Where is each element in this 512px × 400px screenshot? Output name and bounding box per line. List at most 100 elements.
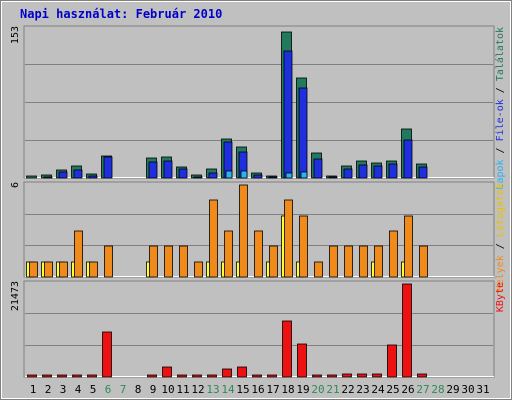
bar-files: [73, 169, 83, 179]
bar-visits: [209, 199, 218, 278]
bar-files: [283, 50, 293, 179]
bar-kbytes: [297, 343, 307, 378]
bar-kbytes: [207, 374, 217, 378]
bar-visits: [29, 261, 38, 278]
bar-visits: [344, 245, 353, 278]
x-tick-label: 12: [191, 383, 204, 396]
bar-pages: [240, 170, 248, 179]
bar-visits: [254, 230, 263, 278]
bar-visits: [104, 245, 113, 278]
bar-kbytes: [402, 283, 412, 378]
panel-visits-sites: 6 Helyek / Látogatók: [10, 181, 506, 291]
bar-hits: [26, 175, 37, 179]
right-series-label-segment: File-ok: [495, 99, 506, 141]
x-tick-label: 1: [30, 383, 37, 396]
bar-kbytes: [222, 368, 232, 378]
bar-files: [178, 168, 188, 179]
bar-files: [403, 139, 413, 179]
bar-kbytes: [417, 373, 427, 378]
bar-kbytes: [162, 366, 172, 378]
bar-visits: [419, 245, 428, 278]
bar-files: [373, 165, 383, 179]
bar-kbytes: [267, 374, 277, 378]
bar-kbytes: [342, 373, 352, 378]
right-series-label: Helyek / Látogatók: [494, 183, 506, 291]
x-tick-label: 23: [356, 383, 369, 396]
bar-visits: [404, 215, 413, 278]
x-tick-label: 21: [326, 383, 339, 396]
y-max-label: 21473: [10, 281, 21, 311]
bar-visits: [149, 245, 158, 278]
bar-kbytes: [192, 374, 202, 378]
right-series-label: Lapok / File-ok / Találatok: [494, 27, 506, 190]
right-series-label-segment: Találatok: [494, 27, 506, 81]
bar-files: [103, 156, 113, 179]
bar-files: [313, 158, 323, 179]
bar-visits: [284, 199, 293, 278]
x-tick-label: 9: [150, 383, 157, 396]
bar-visits: [179, 245, 188, 278]
bar-visits: [329, 245, 338, 278]
bar-kbytes: [102, 331, 112, 378]
bar-pages: [300, 171, 308, 179]
bar-files: [418, 166, 428, 179]
bar-files: [268, 176, 278, 179]
y-max-label: 153: [10, 26, 21, 44]
right-series-label-segment: /: [495, 237, 506, 255]
bar-visits: [374, 245, 383, 278]
x-tick-label: 5: [90, 383, 97, 396]
bar-kbytes: [372, 373, 382, 378]
right-series-label: KByte: [495, 282, 506, 312]
y-max-label: 6: [10, 182, 21, 188]
bar-visits: [74, 230, 83, 278]
bar-kbytes: [72, 374, 82, 378]
bar-visits: [239, 184, 248, 278]
chart-title: Napi használat: Február 2010: [20, 7, 222, 21]
bar-kbytes: [177, 374, 187, 378]
x-tick-label: 29: [446, 383, 459, 396]
x-tick-label: 4: [75, 383, 82, 396]
bar-visits: [194, 261, 203, 278]
x-tick-label: 7: [120, 383, 127, 396]
x-tick-label: 13: [206, 383, 219, 396]
bar-kbytes: [282, 320, 292, 378]
x-tick-label: 27: [416, 383, 429, 396]
bar-files: [193, 176, 203, 179]
bar-visits: [89, 261, 98, 278]
bar-kbytes: [252, 374, 262, 378]
bar-files: [343, 168, 353, 179]
bar-visits: [224, 230, 233, 278]
x-tick-label: 14: [221, 383, 235, 396]
x-tick-label: 6: [105, 383, 112, 396]
bar-files: [358, 164, 368, 179]
bar-kbytes: [327, 374, 337, 378]
x-tick-label: 2: [45, 383, 52, 396]
bar-visits: [164, 245, 173, 278]
right-series-label-segment: Helyek: [495, 255, 506, 291]
bar-kbytes: [387, 344, 397, 378]
x-tick-label: 31: [476, 383, 489, 396]
x-tick-label: 8: [135, 383, 142, 396]
x-tick-label: 19: [296, 383, 309, 396]
bar-visits: [389, 230, 398, 278]
plot-area: [23, 280, 495, 378]
bar-kbytes: [237, 366, 247, 378]
x-axis-day-labels: 1 2 3 4 5 6 7 8 9 10 11 12 13 14 15 16 17 18 19 20 21 22 23 24 2…: [30, 383, 490, 396]
x-tick-label: 15: [236, 383, 249, 396]
x-tick-label: 18: [281, 383, 294, 396]
bar-files: [163, 160, 173, 179]
bar-visits: [314, 261, 323, 278]
bar-files: [298, 87, 308, 179]
bar-kbytes: [357, 373, 367, 378]
bar-files: [58, 171, 68, 179]
right-series-label-segment: /: [495, 81, 506, 99]
bar-files: [388, 163, 398, 179]
x-tick-label: 26: [401, 383, 414, 396]
x-tick-label: 22: [341, 383, 354, 396]
x-tick-label: 25: [386, 383, 399, 396]
bar-files: [253, 174, 263, 179]
right-series-label-segment: Látogatók: [494, 183, 506, 237]
